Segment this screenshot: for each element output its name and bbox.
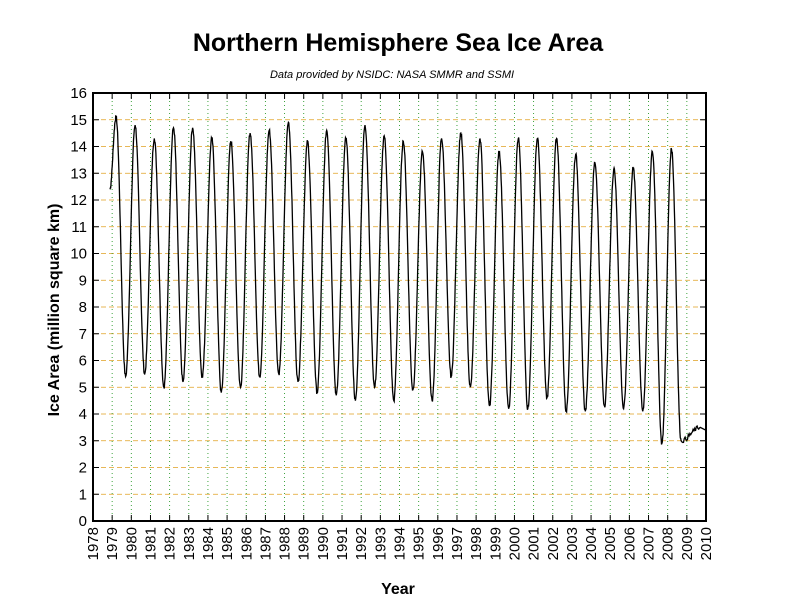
- y-tick-label: 0: [79, 513, 87, 530]
- y-tick-label: 2: [79, 460, 87, 477]
- x-tick-label: 1983: [181, 527, 198, 560]
- y-tick-label: 1: [79, 486, 87, 503]
- x-tick-label: 1994: [392, 527, 409, 560]
- x-tick-label: 2002: [545, 527, 562, 560]
- x-axis-label: Year: [381, 581, 415, 598]
- x-tick-label: 1986: [238, 527, 255, 560]
- x-tick-label: 1987: [257, 527, 274, 560]
- y-tick-label: 10: [70, 246, 87, 263]
- grid: [93, 93, 706, 521]
- x-tick-label: 1998: [468, 527, 485, 560]
- y-tick-label: 8: [79, 299, 87, 316]
- x-tick-label: 1993: [372, 527, 389, 560]
- x-tick-label: 1988: [277, 527, 294, 560]
- x-tick-label: 1991: [334, 527, 351, 560]
- x-tick-label: 1992: [353, 527, 370, 560]
- x-tick-label: 2009: [679, 527, 696, 560]
- x-tick-label: 1979: [104, 527, 121, 560]
- y-tick-label: 16: [70, 85, 87, 102]
- x-tick-label: 1996: [430, 527, 447, 560]
- x-tick-label: 1978: [85, 527, 102, 560]
- y-tick-label: 14: [70, 139, 87, 156]
- y-tick-label: 13: [70, 165, 87, 182]
- x-tick-label: 1990: [315, 527, 332, 560]
- x-tick-label: 2003: [564, 527, 581, 560]
- x-tick-label: 1980: [123, 527, 140, 560]
- y-tick-label: 9: [79, 272, 87, 289]
- x-tick-label: 2010: [698, 527, 715, 560]
- x-tick-label: 1984: [200, 527, 217, 560]
- y-tick-label: 5: [79, 379, 87, 396]
- x-tick-label: 2001: [526, 527, 543, 560]
- x-tick-label: 2007: [641, 527, 658, 560]
- x-tick-label: 1997: [449, 527, 466, 560]
- plot-frame: [92, 92, 707, 522]
- y-tick-label: 15: [70, 112, 87, 129]
- y-tick-label: 4: [79, 406, 87, 423]
- x-tick-label: 2006: [621, 527, 638, 560]
- x-tick-label: 1985: [219, 527, 236, 560]
- x-tick-label: 1999: [487, 527, 504, 560]
- y-axis-label: Ice Area (million square km): [46, 204, 63, 417]
- y-tick-label: 6: [79, 353, 87, 370]
- chart-subtitle: Data provided by NSIDC: NASA SMMR and SS…: [270, 69, 514, 81]
- x-tick-label: 1989: [296, 527, 313, 560]
- x-tick-label: 1981: [142, 527, 159, 560]
- x-tick-label: 2000: [506, 527, 523, 560]
- x-tick-label: 1982: [162, 527, 179, 560]
- x-tick-label: 2008: [660, 527, 677, 560]
- y-tick-label: 12: [70, 192, 87, 209]
- sea-ice-area-line: [109, 115, 706, 445]
- x-tick-label: 2005: [602, 527, 619, 560]
- y-tick-label: 11: [71, 219, 87, 236]
- x-tick-label: 1995: [411, 527, 428, 560]
- x-tick-label: 2004: [583, 527, 600, 560]
- y-tick-label: 3: [79, 433, 87, 450]
- y-tick-label: 7: [79, 326, 87, 343]
- chart-title: Northern Hemisphere Sea Ice Area: [193, 29, 604, 57]
